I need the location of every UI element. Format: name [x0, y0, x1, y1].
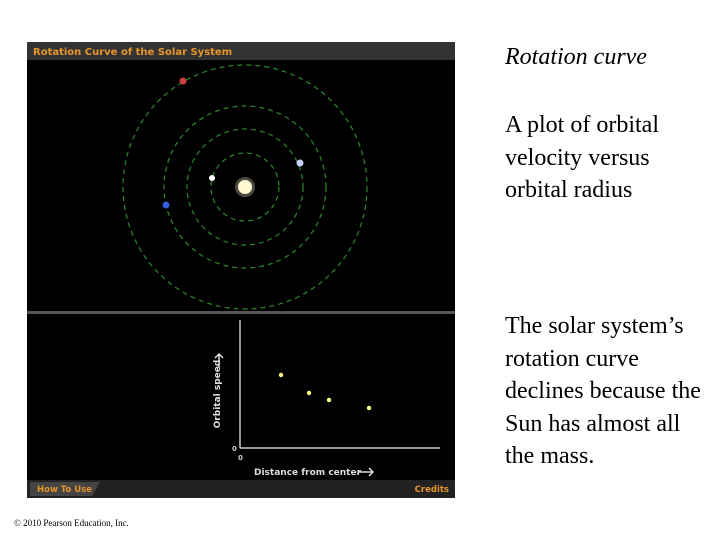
planet — [179, 77, 187, 85]
how-to-use-button[interactable]: How To Use — [37, 485, 92, 495]
speed-point — [278, 372, 284, 378]
y-origin: 0 — [232, 445, 237, 453]
copyright: © 2010 Pearson Education, Inc. — [14, 518, 129, 528]
y-axis-label: Orbital speed — [213, 360, 223, 429]
speed-points — [278, 372, 372, 411]
footer-bar — [27, 480, 455, 498]
button-bg — [30, 482, 100, 496]
y-arrow — [214, 352, 224, 368]
title-bar — [27, 42, 455, 60]
orbit — [210, 152, 280, 222]
x-arrow — [358, 467, 375, 477]
panel-background — [27, 42, 455, 498]
sun — [238, 180, 252, 194]
speed-point — [306, 390, 312, 396]
panel-title: Rotation Curve of the Solar System — [33, 47, 232, 58]
planet — [296, 159, 304, 167]
definition: A plot of orbital velocity versus orbita… — [505, 112, 659, 203]
orbit — [163, 105, 327, 269]
planet — [209, 175, 215, 181]
orbits — [122, 64, 368, 310]
orbit — [122, 64, 368, 310]
x-origin: 0 — [238, 454, 243, 462]
explanation: The solar system’s rotation curve declin… — [505, 313, 701, 469]
speed-point — [366, 405, 372, 411]
planet — [162, 201, 170, 209]
divider — [27, 311, 455, 314]
orbit — [186, 128, 304, 246]
heading: Rotation curve — [505, 44, 647, 70]
x-axis-label: Distance from center — [254, 468, 362, 478]
speed-point — [326, 397, 332, 403]
sun-glow — [235, 177, 255, 197]
credits-button[interactable]: Credits — [415, 485, 449, 495]
